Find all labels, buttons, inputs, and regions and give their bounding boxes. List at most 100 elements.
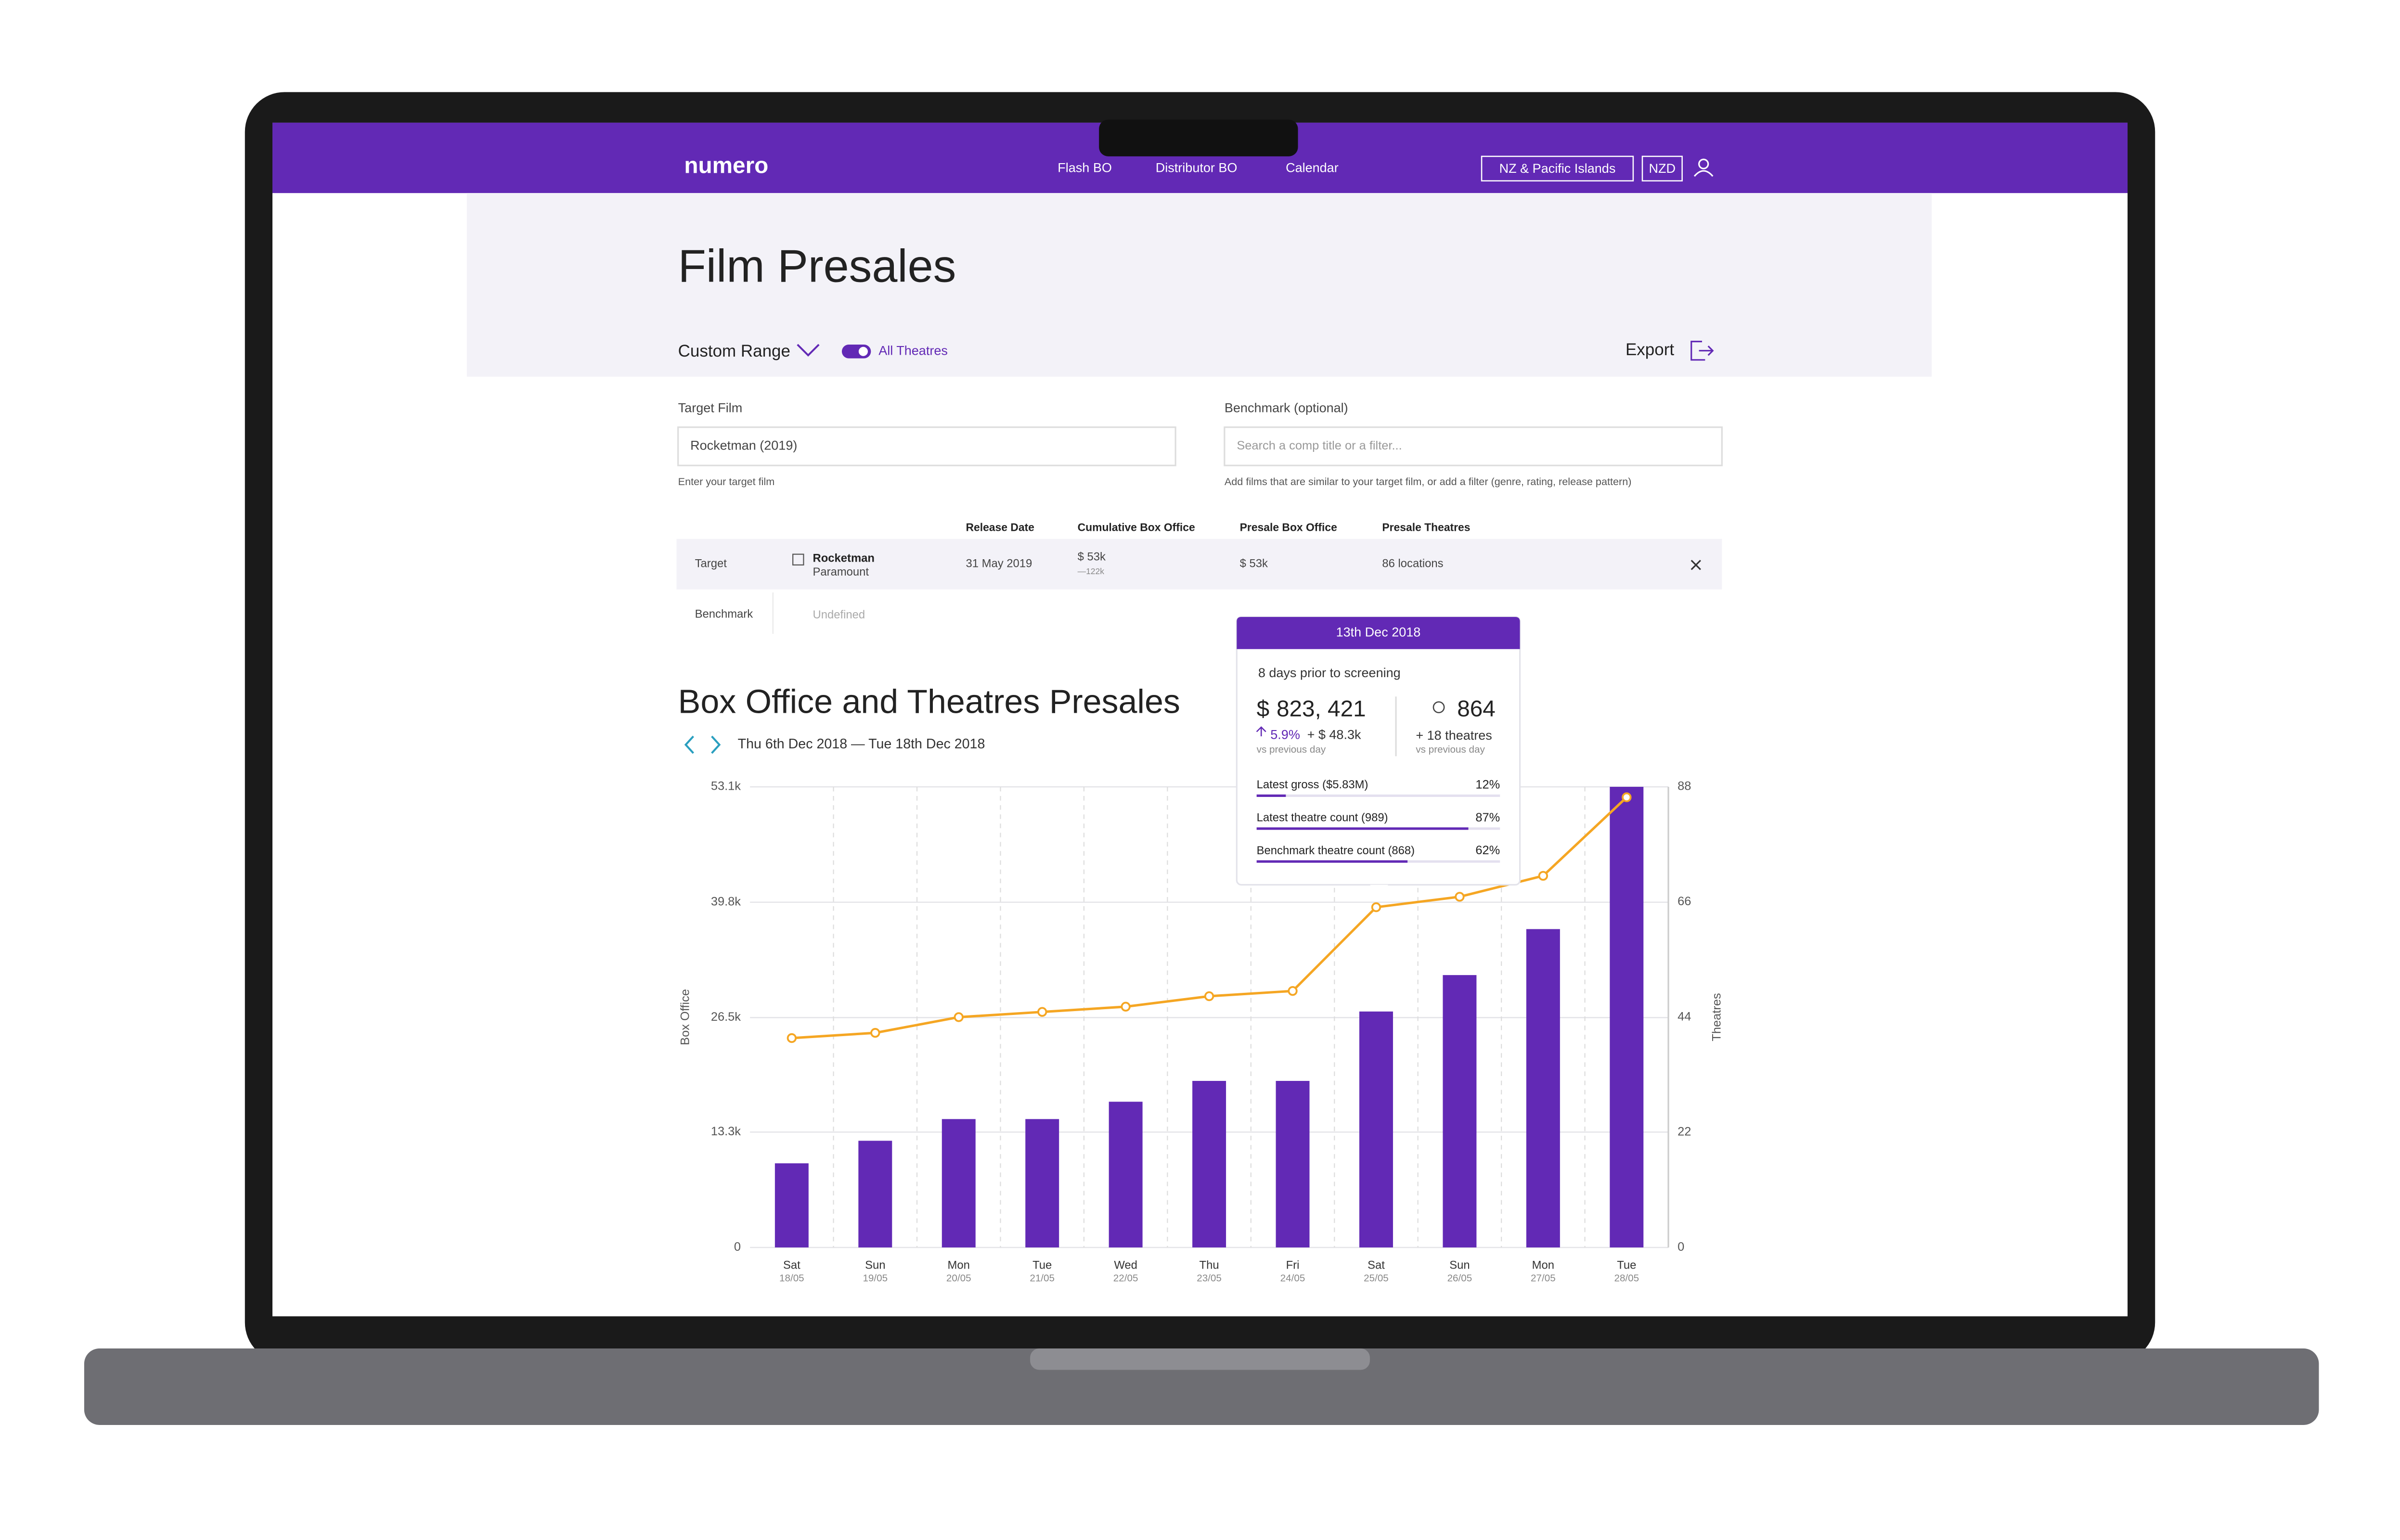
x-tick-sublabel: 20/05 (946, 1273, 971, 1284)
export-icon[interactable] (1690, 341, 1714, 361)
next-button[interactable] (711, 735, 721, 754)
film-icon (792, 553, 804, 566)
nav-link[interactable]: Calendar (1286, 160, 1339, 175)
nav-link[interactable]: Distributor BO (1156, 160, 1238, 175)
nav-link[interactable]: Flash BO (1058, 160, 1112, 175)
x-tick-sublabel: 28/05 (1614, 1273, 1639, 1284)
presale-theatres: 86 locations (1382, 557, 1443, 570)
benchmark-input[interactable] (1224, 426, 1723, 466)
x-tick-label: Sat (1368, 1259, 1385, 1272)
remove-icon[interactable] (1690, 560, 1701, 570)
section-title: Box Office and Theatres Presales (678, 683, 1180, 720)
x-tick-sublabel: 25/05 (1364, 1273, 1389, 1284)
tooltip-pointer (1369, 885, 1389, 896)
field-help: Add films that are similar to your targe… (1225, 475, 1632, 488)
theatres-change: + 18 theatres (1416, 728, 1492, 743)
line-point (870, 1027, 880, 1038)
toggle-knob (858, 346, 868, 356)
change-abs: + $ 48.3k (1307, 728, 1361, 742)
x-tick-sublabel: 21/05 (1030, 1273, 1055, 1284)
row-label: Latest theatre count (989) (1257, 811, 1388, 824)
y-tick-label: 26.5k (711, 1010, 741, 1024)
date-range: Thu 6th Dec 2018 — Tue 18th Dec 2018 (738, 736, 985, 752)
progress-bar (1256, 860, 1408, 863)
region[interactable]: NZ & Pacific Islands (1499, 161, 1616, 176)
tooltip-date: 13th Dec 2018 (1336, 625, 1421, 640)
input-placeholder[interactable]: Search a comp title or a filter... (1237, 439, 1402, 452)
currency-box[interactable] (1641, 155, 1683, 182)
chevron[interactable] (797, 344, 820, 357)
x-tick-label: Wed (1114, 1259, 1137, 1272)
field-label: Benchmark (optional) (1225, 401, 1348, 415)
tooltip-subtitle: 8 days prior to screening (1258, 666, 1401, 680)
tooltip: 13th Dec 2018 8 days prior to screening … (1236, 616, 1521, 896)
region-box[interactable] (1481, 155, 1634, 182)
line-point (1455, 892, 1465, 902)
bar (942, 1119, 976, 1248)
y2-tick-label: 22 (1677, 1125, 1691, 1139)
bar (1359, 1011, 1393, 1248)
x-tick-sublabel: 26/05 (1447, 1273, 1472, 1284)
line-point (1204, 991, 1214, 1001)
logo[interactable]: numero (684, 153, 768, 179)
notch-base (1030, 1348, 1370, 1370)
line-point (1037, 1007, 1047, 1017)
presale-bo: $ 53k (1240, 557, 1268, 570)
range-select[interactable]: Custom Range (678, 342, 790, 360)
bar (1443, 975, 1477, 1248)
toggle-label[interactable]: All Theatres (878, 343, 948, 358)
x-tick-label: Sat (783, 1259, 800, 1272)
row-label: Latest gross ($5.83M) (1257, 778, 1368, 791)
row-value: 12% (1475, 778, 1500, 792)
column-header: Cumulative Box Office (1078, 521, 1195, 534)
line-point (1622, 792, 1632, 802)
pin-icon (1432, 701, 1445, 714)
user-icon[interactable] (1698, 158, 1709, 169)
column-header: Release Date (966, 521, 1034, 534)
x-tick-label: Tue (1617, 1259, 1636, 1272)
camera-notch (1099, 119, 1298, 156)
currency-symbol: $ (1257, 696, 1270, 722)
y-tick-label: 13.3k (711, 1125, 741, 1138)
y2-tick-label: 0 (1677, 1240, 1684, 1254)
x-tick-sublabel: 23/05 (1197, 1273, 1222, 1284)
row-label: Benchmark theatre count (868) (1257, 844, 1415, 857)
target-row (676, 539, 1722, 590)
row-label: Benchmark (695, 608, 753, 621)
prev-button[interactable] (684, 735, 695, 754)
up-arrow (1256, 726, 1266, 737)
line-point (1288, 986, 1298, 996)
header-panel (466, 193, 1932, 377)
x-tick-sublabel: 18/05 (779, 1273, 804, 1284)
row-value: 62% (1475, 844, 1500, 857)
x-tick-label: Fri (1286, 1259, 1300, 1272)
cumulative-sub: —122k (1078, 566, 1105, 576)
y-tick-label: 53.1k (711, 780, 741, 793)
input-value[interactable]: Rocketman (2019) (690, 438, 797, 453)
theatres: 864 (1457, 696, 1496, 722)
line-point (1121, 1001, 1131, 1012)
note: vs previous day (1257, 744, 1326, 755)
bar (1109, 1102, 1143, 1248)
bar (1192, 1081, 1226, 1248)
line-point (1371, 902, 1381, 912)
field-help: Enter your target film (678, 475, 775, 488)
note: vs previous day (1416, 744, 1485, 755)
target-input[interactable] (677, 426, 1176, 466)
y-tick-label: 39.8k (711, 895, 741, 908)
line-point (1538, 871, 1548, 881)
x-tick-sublabel: 24/05 (1280, 1273, 1305, 1284)
export-button[interactable]: Export (1626, 340, 1674, 359)
user-icon[interactable] (1693, 170, 1714, 177)
row-value: 87% (1475, 811, 1500, 824)
currency[interactable]: NZD (1649, 161, 1676, 176)
bar (1276, 1081, 1310, 1248)
y-axis-title: Box Office (678, 989, 692, 1045)
gross: 823, 421 (1277, 696, 1366, 722)
laptop-base (84, 1348, 2319, 1425)
film-name: Rocketman (813, 552, 874, 565)
column-header: Presale Box Office (1240, 521, 1337, 534)
column-header: Presale Theatres (1382, 521, 1470, 534)
